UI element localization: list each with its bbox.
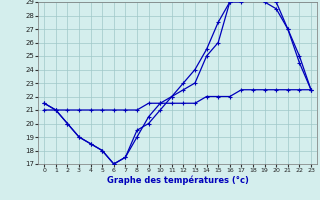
X-axis label: Graphe des températures (°c): Graphe des températures (°c) (107, 176, 249, 185)
